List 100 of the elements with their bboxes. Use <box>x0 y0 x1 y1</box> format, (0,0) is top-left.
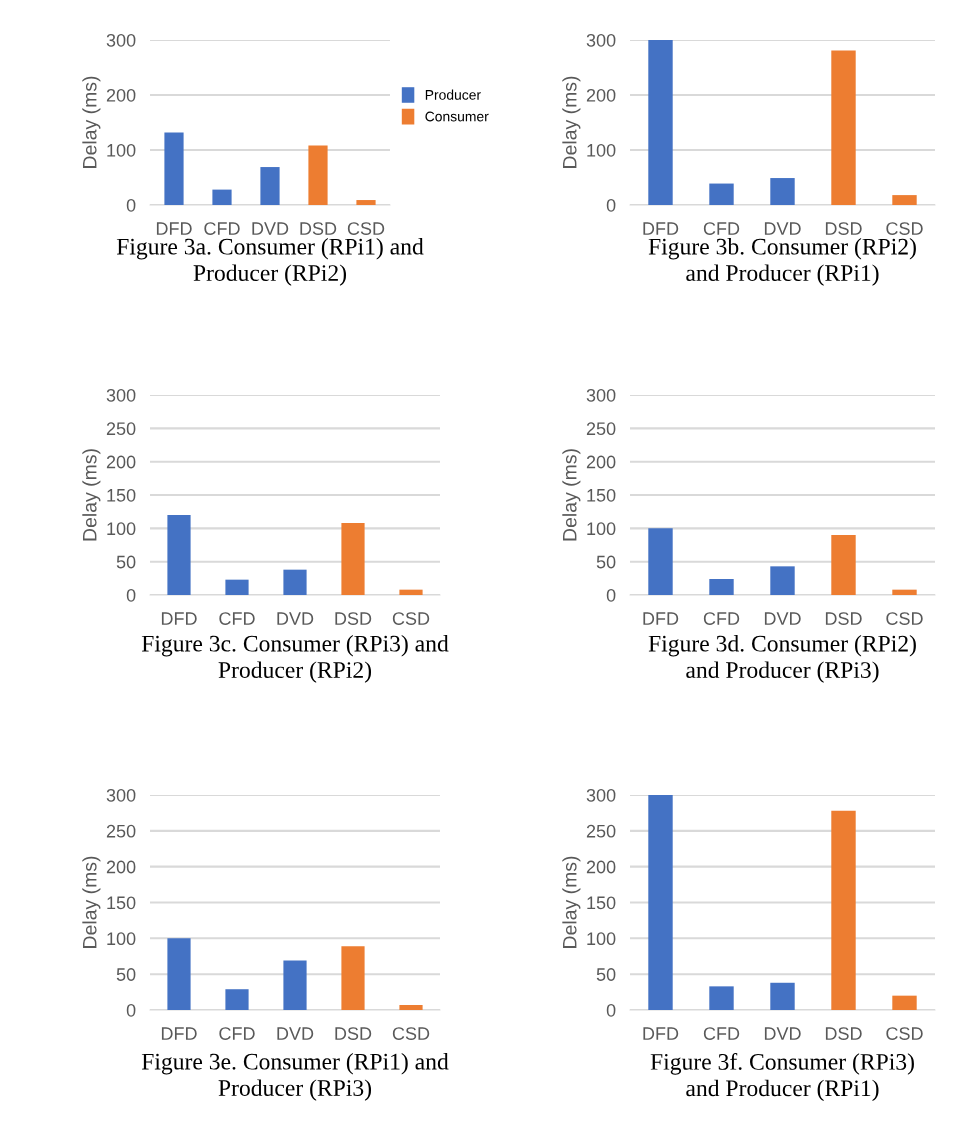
x-tick-label: DVD <box>764 612 801 625</box>
x-tick-label: DSD <box>825 612 862 625</box>
bar <box>831 535 856 595</box>
x-tick-label: DSD <box>335 612 372 625</box>
y-tick-label: 300 <box>586 788 616 802</box>
bar <box>831 810 856 1010</box>
y-tick-label: 150 <box>587 896 616 910</box>
y-axis-title: Delay (ms) <box>562 856 581 948</box>
bar <box>260 167 280 205</box>
y-tick-label: 300 <box>106 388 136 402</box>
bar <box>648 795 673 1010</box>
y-tick-label: 150 <box>107 488 136 502</box>
bar <box>892 589 917 595</box>
x-tick-label: DVD <box>252 222 289 235</box>
x-tick-label: DFD <box>643 1027 679 1040</box>
y-tick-label: 200 <box>586 860 616 874</box>
y-tick-label: 0 <box>606 1003 616 1017</box>
text: Figure 3a. Consumer (RPi1) and Producer (RPi2) <box>116 238 424 286</box>
x-tick-label: DSD <box>300 222 337 235</box>
y-tick-label: 0 <box>126 588 136 602</box>
bar <box>709 986 734 1010</box>
bar <box>770 566 795 595</box>
y-tick-label: 200 <box>106 455 136 469</box>
y-tick-label: 100 <box>107 932 136 946</box>
bar <box>892 195 917 205</box>
x-tick-label: DFD <box>161 612 197 625</box>
x-tick-label: DSD <box>335 1027 372 1040</box>
y-tick-label: 250 <box>106 422 136 436</box>
x-tick-label: CFD <box>204 222 240 235</box>
x-tick-label: DSD <box>825 1027 862 1040</box>
y-axis-title: Delay (ms) <box>82 76 101 168</box>
y-tick-label: 0 <box>606 588 616 602</box>
x-tick-label: DFD <box>643 612 679 625</box>
x-tick-label: CSD <box>886 612 923 625</box>
bar <box>770 982 795 1010</box>
y-tick-label: 200 <box>586 88 616 102</box>
y-axis-title: Delay (ms) <box>562 76 581 168</box>
bar <box>892 995 917 1010</box>
bar <box>399 589 423 595</box>
x-tick-label: CFD <box>219 612 255 625</box>
x-tick-label: DVD <box>764 1027 801 1040</box>
x-tick-label: DFD <box>643 222 679 235</box>
bar <box>225 989 249 1010</box>
bar <box>341 946 365 1010</box>
bar <box>831 50 856 205</box>
y-tick-label: 100 <box>107 522 136 536</box>
y-tick-label: 50 <box>116 555 136 569</box>
y-axis-title: Delay (ms) <box>82 856 101 948</box>
y-axis-title: Delay (ms) <box>562 449 581 541</box>
x-tick-label: CFD <box>703 222 740 235</box>
y-axis-title: Delay (ms) <box>82 449 101 541</box>
legend-label: Consumer <box>425 111 489 122</box>
y-tick-label: 250 <box>106 824 136 838</box>
x-tick-label: CSD <box>347 222 385 235</box>
y-tick-label: 100 <box>587 522 616 536</box>
bar <box>399 1004 423 1010</box>
y-tick-label: 150 <box>107 896 136 910</box>
bar <box>648 528 673 595</box>
bar <box>648 40 673 205</box>
x-tick-label: DFD <box>161 1027 197 1040</box>
bar <box>709 183 734 205</box>
y-tick-label: 300 <box>586 33 616 47</box>
x-tick-label: CFD <box>219 1027 255 1040</box>
y-tick-label: 250 <box>586 422 616 436</box>
x-tick-label: CSD <box>392 612 430 625</box>
x-tick-label: DVD <box>277 612 314 625</box>
x-tick-label: DVD <box>277 1027 314 1040</box>
y-tick-label: 100 <box>107 143 136 157</box>
y-tick-label: 100 <box>587 143 616 157</box>
y-tick-label: 50 <box>116 968 136 981</box>
y-tick-label: 150 <box>587 488 616 502</box>
x-tick-label: CFD <box>703 612 740 625</box>
x-tick-label: CSD <box>886 1027 923 1040</box>
y-tick-label: 300 <box>106 33 136 47</box>
x-tick-label: CSD <box>886 222 923 235</box>
text: Figure 3f. Consumer (RPi3) and Producer (RPi1) <box>650 1053 914 1102</box>
text: Figure 3e. Consumer (RPi1) and Producer (RPi3) <box>141 1053 449 1101</box>
y-tick-label: 250 <box>586 824 616 838</box>
x-tick-label: CFD <box>703 1027 740 1040</box>
bar <box>225 579 249 595</box>
y-tick-label: 200 <box>586 455 616 469</box>
y-tick-label: 100 <box>587 932 616 946</box>
x-tick-label: CSD <box>392 1027 430 1040</box>
bar <box>212 189 232 205</box>
text: Figure 3b. Consumer (RPi2) and Producer (RPi1) <box>648 238 916 286</box>
y-tick-label: 300 <box>106 788 136 802</box>
bar <box>283 960 307 1010</box>
x-tick-label: DSD <box>825 222 862 235</box>
y-tick-label: 50 <box>596 555 616 569</box>
bar <box>283 569 307 595</box>
text: Figure 3d. Consumer (RPi2) and Producer (RPi3) <box>648 635 916 683</box>
y-tick-label: 50 <box>596 968 616 981</box>
bar <box>167 515 191 595</box>
y-tick-label: 0 <box>126 198 136 212</box>
x-tick-label: DFD <box>156 222 192 235</box>
x-tick-label: DVD <box>764 222 801 235</box>
bar <box>341 523 365 595</box>
bar <box>356 200 376 205</box>
y-tick-label: 0 <box>606 198 616 212</box>
bar <box>709 579 734 595</box>
